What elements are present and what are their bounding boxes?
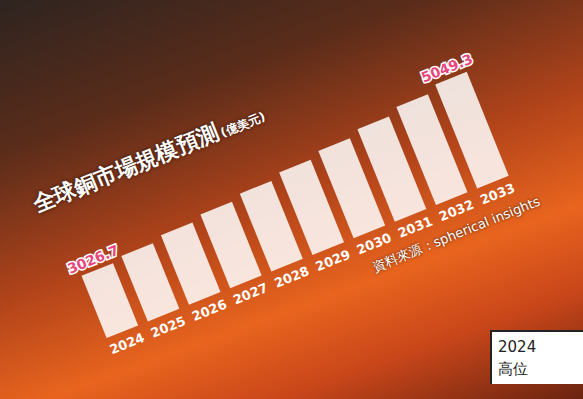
svg-text:2026: 2026	[190, 297, 229, 324]
svg-text:2024: 2024	[107, 330, 146, 357]
svg-text:2028: 2028	[272, 263, 311, 290]
svg-text:2029: 2029	[313, 247, 352, 274]
svg-text:2027: 2027	[231, 280, 270, 307]
svg-text:5049.3: 5049.3	[419, 50, 475, 85]
svg-text:3026.7: 3026.7	[65, 242, 121, 277]
svg-text:2025: 2025	[149, 313, 188, 340]
